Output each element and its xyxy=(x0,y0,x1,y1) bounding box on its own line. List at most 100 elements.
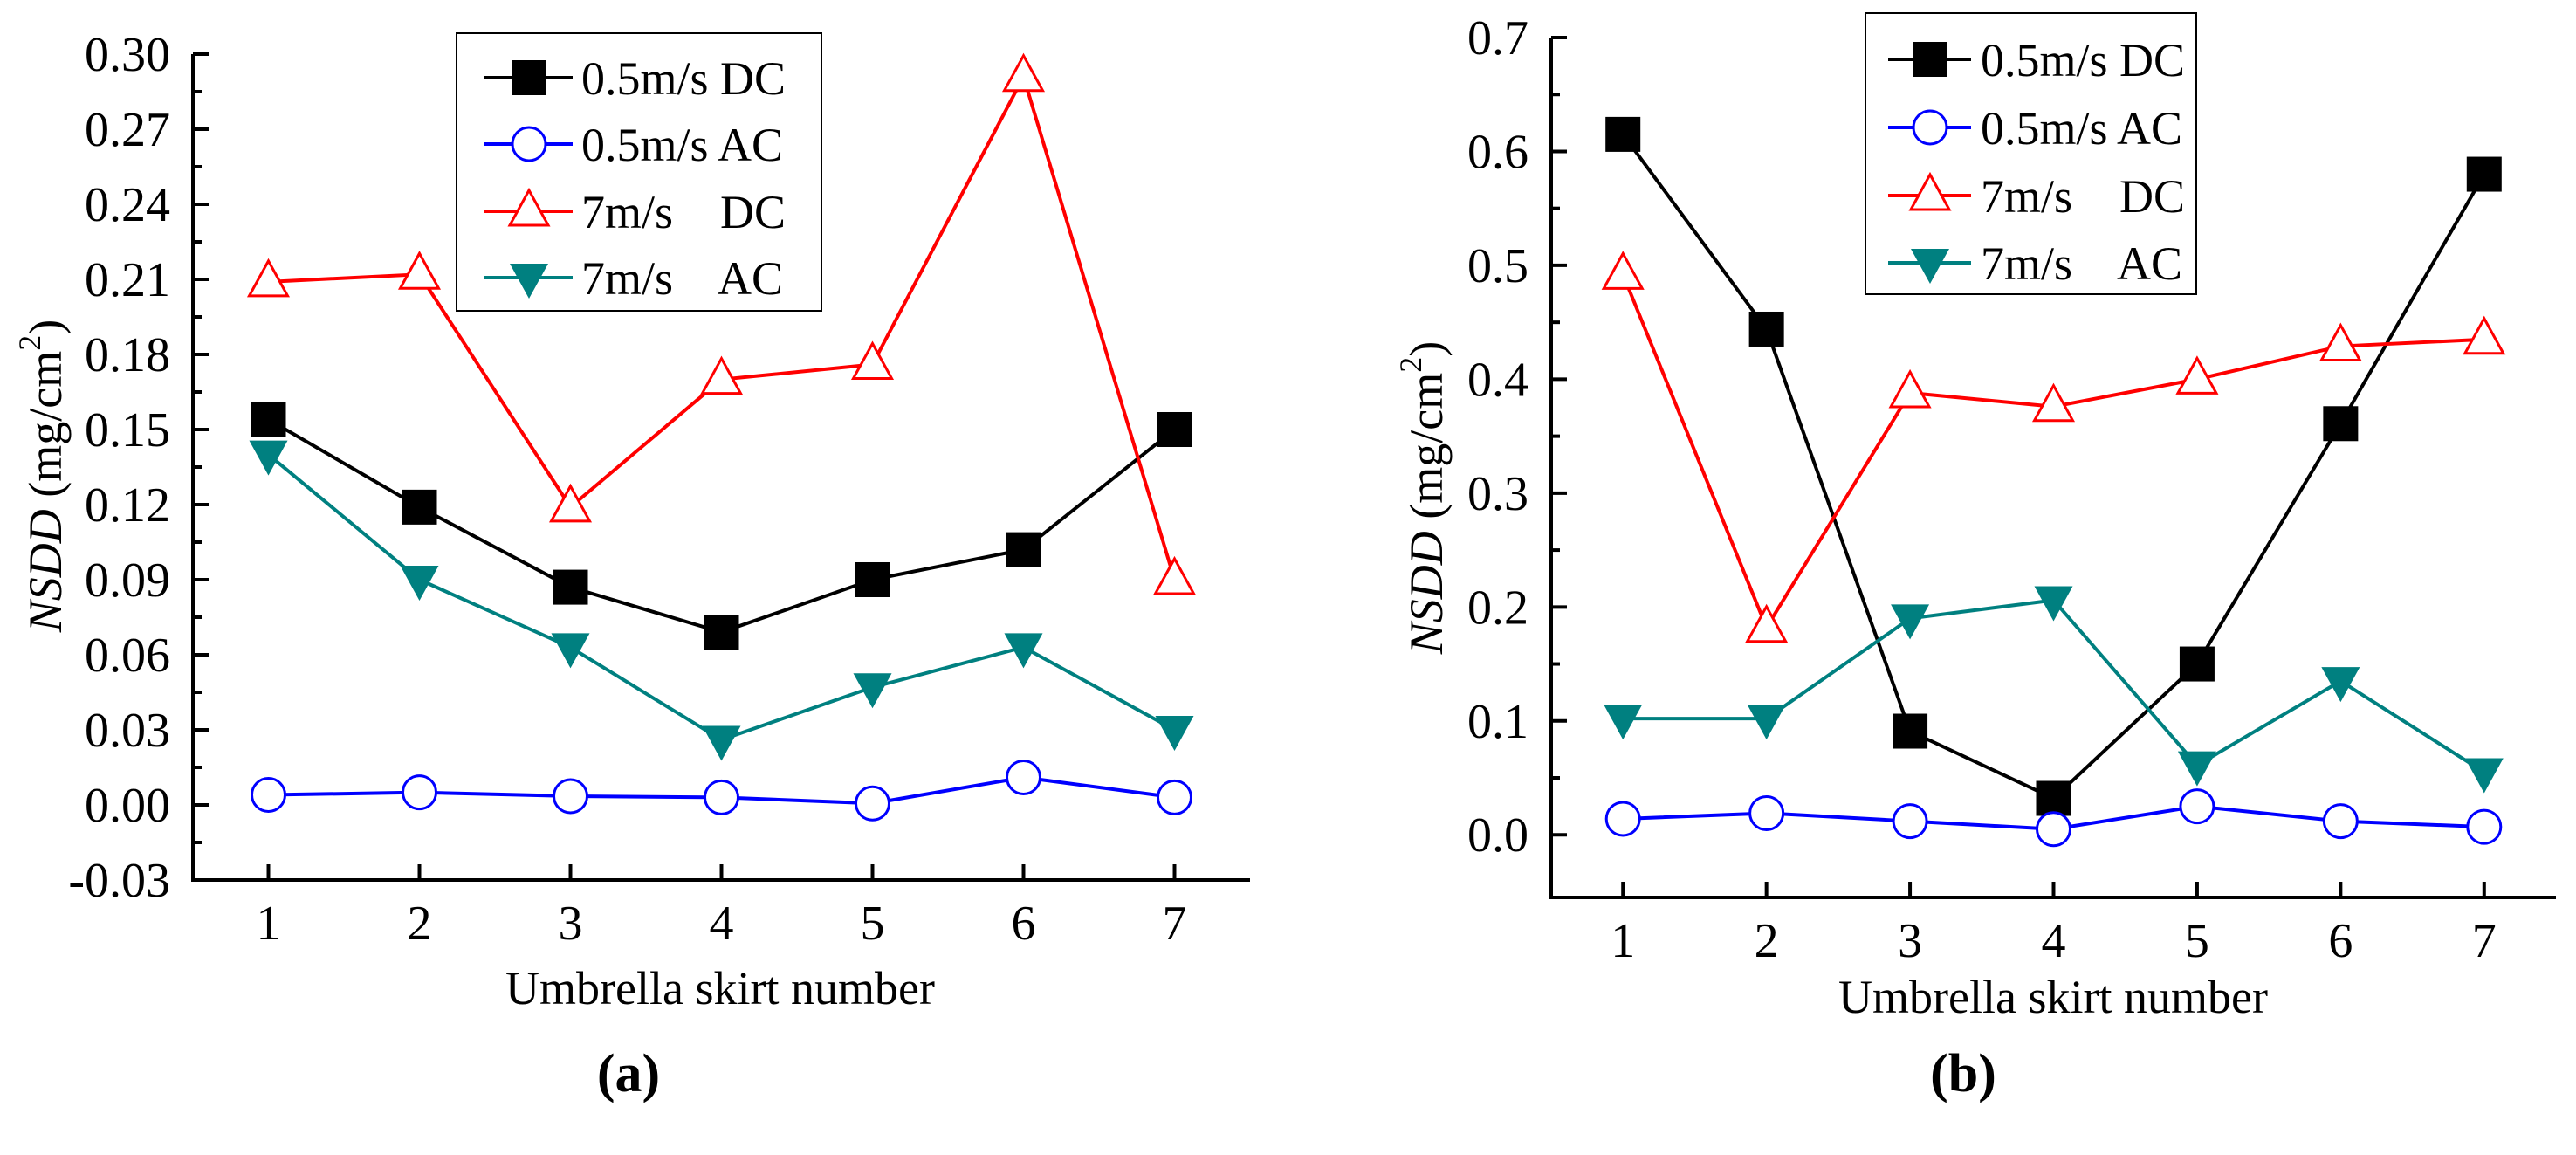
x-tick-label: 7 xyxy=(1163,897,1187,951)
legend-label: 7m/s AC xyxy=(1981,237,2182,290)
data-point xyxy=(1604,705,1643,740)
data-point xyxy=(1152,555,1197,595)
data-point xyxy=(2466,808,2503,845)
y-tick-label: 0.06 xyxy=(85,629,170,683)
data-point xyxy=(553,569,588,605)
data-point xyxy=(1155,716,1194,751)
y-axis-title-quantity: NSDD xyxy=(19,509,72,633)
data-point xyxy=(402,489,437,525)
series-line xyxy=(267,417,1176,635)
series-ac05 xyxy=(1604,788,2503,848)
legend-marker xyxy=(512,60,546,95)
data-point xyxy=(397,251,442,290)
chart-panel-b: 0.0 0.1 0.2 0.3 0.4 0.5 0.6 0.7 1 2 3 4 5 6 7 Umbrella … xyxy=(1393,11,2556,1103)
y-tick-label: 0.09 xyxy=(85,553,170,608)
data-point xyxy=(1748,311,1784,347)
y-axis-title-unit: (mg/cm xyxy=(19,351,72,509)
y-tick-label: 0.03 xyxy=(85,704,170,758)
x-axis-title: Umbrella skirt number xyxy=(505,962,935,1014)
series-dc7 xyxy=(246,52,1197,595)
legend-marker xyxy=(1912,109,1948,146)
y-axis-title-close: ) xyxy=(1400,341,1453,357)
y-tick-label: 0.0 xyxy=(1467,808,1528,863)
data-point xyxy=(702,725,741,761)
data-point xyxy=(2322,803,2359,840)
data-point xyxy=(1004,633,1043,669)
data-point xyxy=(1604,801,1641,837)
legend-label: 0.5m/s AC xyxy=(581,119,783,171)
y-tick-label: 0.3 xyxy=(1467,467,1528,521)
series-dc05 xyxy=(251,402,1192,650)
data-point xyxy=(704,779,739,815)
x-tick-label: 1 xyxy=(257,897,281,951)
y-tick-label: 0.27 xyxy=(85,103,170,157)
data-point xyxy=(2031,382,2076,423)
data-point xyxy=(2323,406,2359,442)
legend-label: 0.5m/s DC xyxy=(581,52,786,105)
data-point xyxy=(1747,705,1786,740)
data-point xyxy=(2318,322,2362,362)
x-tick-label: 1 xyxy=(1611,914,1635,968)
legend-entry: 7m/s DC xyxy=(484,186,786,238)
y-axis-title: NSDD (mg/cm2) xyxy=(1393,341,1453,655)
legend-label: 0.5m/s AC xyxy=(1981,102,2182,155)
y-axis-title: NSDD (mg/cm2) xyxy=(12,320,72,633)
data-point xyxy=(2321,667,2360,703)
y-tick-label: -0.03 xyxy=(68,854,170,908)
data-point xyxy=(400,566,439,601)
y-tick-label: 0.30 xyxy=(85,28,170,82)
data-point xyxy=(704,615,739,650)
data-point xyxy=(2036,811,2071,848)
data-point xyxy=(1891,604,1930,640)
series-dc7 xyxy=(1601,251,2506,643)
legend-label: 0.5m/s DC xyxy=(1981,34,2185,86)
series-dc05 xyxy=(1605,116,2502,816)
data-point xyxy=(1888,368,1932,409)
panel-label: (b) xyxy=(1930,1044,1996,1103)
data-point xyxy=(251,402,286,437)
x-tick-label: 5 xyxy=(861,897,885,951)
legend-entry: 7m/s AC xyxy=(1888,237,2182,290)
y-tick-label: 0.21 xyxy=(85,253,170,307)
y-tick-label: 0.24 xyxy=(85,178,170,232)
legend-label: 7m/s DC xyxy=(581,186,786,238)
data-point xyxy=(855,562,890,597)
chart-panel-a: -0.03 0.00 0.03 0.06 0.09 0.12 0.15 0.18 0.21 0.2… xyxy=(12,28,1250,1103)
legend-marker xyxy=(510,264,548,299)
x-tick-label: 7 xyxy=(2472,914,2497,968)
data-point xyxy=(249,440,288,476)
y-tick-label: 0.18 xyxy=(85,328,170,382)
data-point xyxy=(850,340,895,380)
data-point xyxy=(1006,759,1041,795)
data-point xyxy=(2175,355,2219,395)
data-point xyxy=(1157,412,1192,447)
legend-marker xyxy=(511,126,547,162)
legend-entry: 7m/s DC xyxy=(1888,170,2185,223)
x-tick-label: 3 xyxy=(559,897,583,951)
data-point xyxy=(1892,803,1928,840)
data-point xyxy=(1893,713,1928,749)
data-point xyxy=(855,785,890,822)
legend-entry: 7m/s AC xyxy=(484,252,783,305)
data-point xyxy=(2034,586,2073,622)
x-tick-label: 2 xyxy=(1755,914,1779,968)
y-axis-title-superscript: 2 xyxy=(1393,357,1428,373)
data-point xyxy=(251,777,286,814)
data-point xyxy=(2036,780,2071,816)
legend-label: 7m/s AC xyxy=(581,252,783,305)
legend-marker xyxy=(1913,42,1947,77)
legend-entry: 0.5m/s DC xyxy=(1888,34,2185,86)
x-axis-title: Umbrella skirt number xyxy=(1838,971,2268,1023)
data-point xyxy=(246,258,291,298)
data-point xyxy=(2466,156,2502,192)
series-ac7 xyxy=(249,440,1194,761)
y-tick-label: 0.15 xyxy=(85,403,170,457)
legend-entry: 0.5m/s AC xyxy=(1888,102,2182,155)
data-point xyxy=(2179,646,2215,682)
y-tick-label: 0.6 xyxy=(1467,125,1528,179)
data-point xyxy=(402,774,437,811)
series-ac7 xyxy=(1604,586,2504,794)
y-tick-label: 0.1 xyxy=(1467,695,1528,749)
legend-label: 7m/s DC xyxy=(1981,170,2185,223)
